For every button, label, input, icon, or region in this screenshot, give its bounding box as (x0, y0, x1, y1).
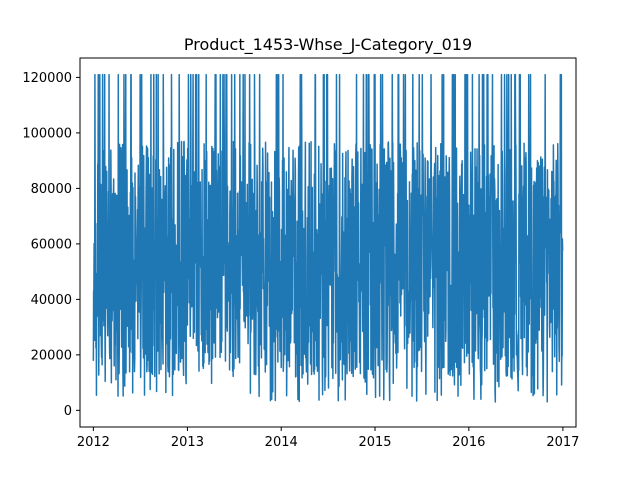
x-axis: 2012 2013 2014 2015 2016 2017 (77, 427, 579, 450)
plot-frame (79, 57, 577, 428)
plot-area (79, 57, 577, 428)
y-tick-label: 20000 (31, 348, 72, 363)
y-tick-label: 120000 (22, 71, 72, 86)
y-tick-label: 80000 (31, 182, 72, 197)
series-group (92, 73, 564, 403)
y-tick-label: 0 (64, 404, 72, 419)
x-tick-label: 2017 (546, 435, 579, 450)
y-tick-label: 100000 (22, 126, 72, 141)
y-axis: 0 20000 40000 60000 80000 100000 120000 (22, 71, 80, 419)
x-tick-label: 2015 (358, 435, 391, 450)
x-tick-label: 2012 (77, 435, 110, 450)
series-line (92, 73, 564, 403)
x-tick-label: 2013 (171, 435, 204, 450)
y-tick-label: 40000 (31, 293, 72, 308)
x-tick-label: 2014 (265, 435, 298, 450)
x-tick-label: 2016 (452, 435, 485, 450)
chart-title: Product_1453-Whse_J-Category_019 (184, 35, 472, 55)
y-tick-label: 60000 (31, 237, 72, 252)
